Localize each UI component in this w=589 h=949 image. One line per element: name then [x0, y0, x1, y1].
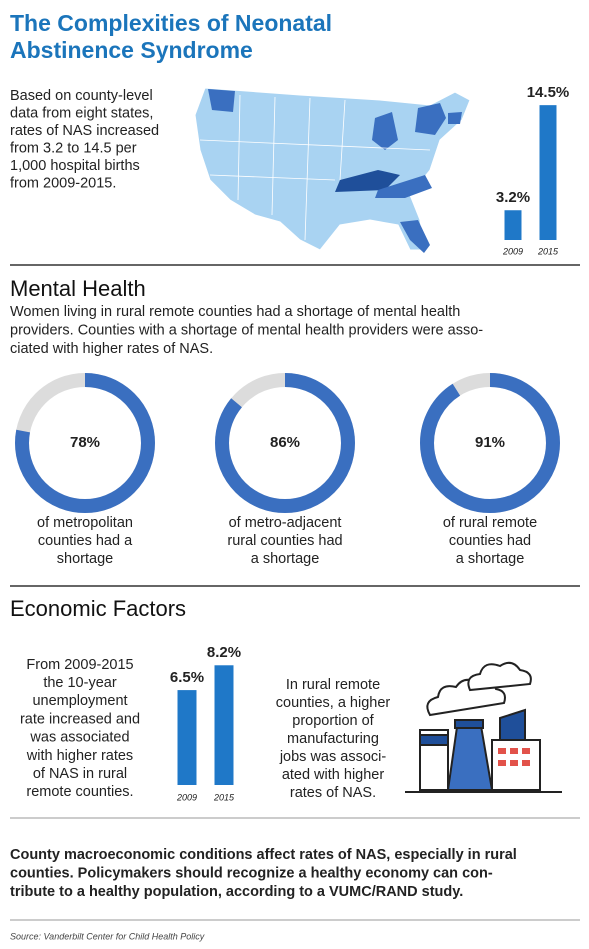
section-text: rates of NAS. — [290, 785, 376, 801]
section-heading: Mental Health — [10, 276, 146, 301]
section-text: jobs was associ- — [279, 749, 387, 765]
section-text: counties, a higher — [276, 695, 391, 711]
intro-text: rates of NAS increased — [10, 123, 159, 139]
caption: rural counties had — [227, 533, 342, 549]
conclusion: County macroeconomic conditions affect r… — [10, 847, 517, 863]
value-label: 3.2% — [496, 189, 530, 206]
section-text: In rural remote — [286, 677, 380, 693]
x-label: 2015 — [537, 246, 559, 256]
caption: of metropolitan — [37, 515, 133, 531]
section-text: manufacturing — [287, 731, 379, 747]
section-text: proportion of — [292, 713, 374, 729]
caption: a shortage — [456, 551, 525, 567]
donut-arc — [215, 373, 355, 513]
section-text: ated with higher — [282, 767, 385, 783]
value-label: 91% — [475, 434, 505, 451]
caption: a shortage — [251, 551, 320, 567]
bar — [504, 210, 522, 240]
bar — [539, 105, 557, 241]
x-label: 2009 — [176, 792, 197, 802]
value-label: 8.2% — [207, 644, 241, 661]
section-text: ciated with higher rates of NAS. — [10, 341, 213, 357]
value-label: 6.5% — [170, 669, 204, 686]
intro-text: data from eight states, — [10, 105, 153, 121]
x-label: 2009 — [502, 246, 523, 256]
value-label: 78% — [70, 434, 100, 451]
donut-arc — [420, 373, 560, 513]
section-text: was associated — [29, 730, 129, 746]
title: The Complexities of Neonatal — [10, 10, 332, 36]
section-text: of NAS in rural — [33, 766, 127, 782]
x-label: 2015 — [213, 792, 235, 802]
section-text: with higher rates — [26, 748, 133, 764]
caption: shortage — [57, 551, 113, 567]
section-text: providers. Counties with a shortage of m… — [10, 322, 483, 338]
section-text: remote counties. — [26, 784, 133, 800]
section-text: Women living in rural remote counties ha… — [10, 304, 460, 320]
section-text: unemployment — [32, 693, 127, 709]
section-text: rate increased and — [20, 711, 140, 727]
donut-arc — [15, 373, 155, 513]
caption: counties had — [449, 533, 531, 549]
caption: of metro-adjacent — [229, 515, 342, 531]
conclusion: tribute to a healthy population, accordi… — [10, 884, 463, 900]
value-label: 86% — [270, 434, 300, 451]
intro-text: from 2009-2015. — [10, 175, 116, 191]
intro-text: Based on county-level — [10, 88, 153, 104]
title: Abstinence Syndrome — [10, 37, 253, 63]
section-text: the 10-year — [43, 675, 117, 691]
bar — [214, 665, 234, 785]
caption: of rural remote — [443, 515, 537, 531]
bar — [177, 690, 197, 785]
us-map — [194, 87, 471, 253]
section-text: From 2009-2015 — [26, 657, 133, 673]
intro-text: 1,000 hospital births — [10, 158, 140, 174]
intro-text: from 3.2 to 14.5 per — [10, 140, 137, 156]
section-heading: Economic Factors — [10, 596, 186, 621]
factory-icon — [405, 661, 562, 793]
source: Source: Vanderbilt Center for Child Heal… — [10, 931, 205, 941]
caption: counties had a — [38, 533, 133, 549]
value-label: 14.5% — [527, 84, 570, 101]
conclusion: counties. Policymakers should recognize … — [10, 865, 493, 881]
